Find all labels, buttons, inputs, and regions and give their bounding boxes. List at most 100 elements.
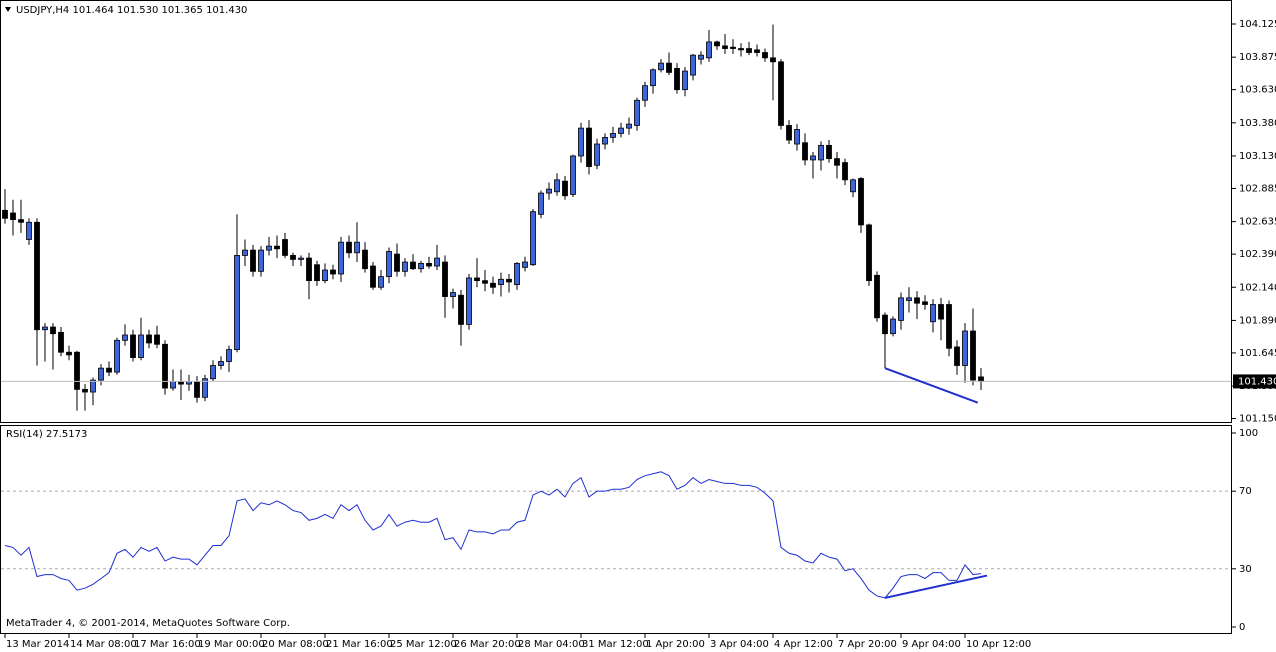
y-tick-label: 102.635 [1239,217,1276,228]
candle-body [154,334,160,345]
rsi-panel [0,425,1232,634]
candle-body [962,330,968,366]
candle-body [738,48,744,51]
y-tick-label: 100 [1239,428,1258,439]
candle-body [282,239,288,256]
candle-body [682,70,688,91]
candle-body [810,155,816,161]
x-tick-label: 20 Mar 08:00 [262,639,329,650]
current-price-label: 101.430 [1238,376,1276,387]
candle-body [386,251,392,278]
candle-body [50,326,56,335]
trend-line [884,367,979,404]
candle-body [354,241,360,254]
candle-body [914,297,920,304]
x-tick-label: 17 Mar 16:00 [134,639,201,650]
candle-body [2,209,8,219]
candle-body [722,45,728,49]
candle-body [402,261,408,272]
candle-body [490,282,496,288]
candle-body [746,48,752,53]
candle-body [466,277,472,325]
candle-body [226,349,232,362]
candle-body [874,274,880,319]
rsi-line [4,471,982,599]
y-tick-label: 102.885 [1239,183,1276,194]
candle-body [754,49,760,53]
x-tick-label: 3 Apr 04:00 [710,639,769,650]
candle-body [458,294,464,325]
x-tick-label: 10 Apr 12:00 [966,639,1031,650]
candle-body [522,261,528,268]
candle-body [946,304,952,349]
candle-body [258,249,264,272]
candle-body [34,221,40,331]
candle-body [578,127,584,157]
candle-body [978,376,984,382]
candle-body [850,179,856,193]
y-tick-label: 103.630 [1239,85,1276,96]
candle-body [58,331,64,353]
y-tick-label: 102.140 [1239,282,1276,293]
candle-body [674,68,680,91]
candle-body [882,314,888,335]
x-tick-label: 4 Apr 12:00 [774,639,833,650]
y-tick-label: 30 [1239,564,1252,575]
candle-body [122,334,128,341]
candle-body [82,388,88,393]
candle-body [330,269,336,275]
candle-body [394,253,400,272]
candle-body [298,257,304,260]
candle-body [938,304,944,320]
y-tick-label: 104.125 [1239,19,1276,30]
x-tick-label: 31 Mar 12:00 [582,639,649,650]
candle-body [346,241,352,254]
candle-body [954,346,960,366]
candle-body [634,99,640,126]
candle-body [218,361,224,366]
candle-body [506,278,512,283]
candle-body [802,142,808,161]
candle-body [202,378,208,398]
candle-body [554,179,560,193]
candle-body [586,127,592,167]
candle-body [426,262,432,267]
candle-body [10,212,16,221]
candle-body [906,297,912,301]
candle-body [714,41,720,47]
y-tick-label: 70 [1239,486,1252,497]
candle-body [826,144,832,160]
candle-body [210,365,216,380]
candle-body [834,158,840,166]
candle-body [306,257,312,282]
candle-body [794,129,800,145]
candle-body [146,334,152,344]
candle-body [74,351,80,390]
x-tick-label: 25 Mar 12:00 [390,639,457,650]
x-tick-label: 13 Mar 2014 [6,639,69,650]
candle-body [242,249,248,256]
copyright: MetaTrader 4, © 2001-2014, MetaQuotes So… [6,618,290,629]
candle-body [266,245,272,251]
candle-body [170,381,176,389]
y-tick-label: 101.150 [1239,414,1276,425]
candle-body [858,178,864,226]
candle-body [546,188,552,194]
candle-body [562,180,568,197]
candle-body [450,292,456,297]
candle-body [234,255,240,350]
candle-body [274,245,280,250]
candle-body [314,264,320,282]
candle-body [786,125,792,141]
x-tick-label: 26 Mar 20:00 [454,639,521,650]
candle-body [618,127,624,134]
y-tick-label: 0 [1239,622,1245,633]
candle-body [730,46,736,49]
candle-body [866,224,872,282]
y-tick-label: 101.890 [1239,315,1276,326]
candle-body [194,381,200,398]
y-tick-label: 101.645 [1239,348,1276,359]
candle-body [90,379,96,393]
y-tick-label: 103.380 [1239,118,1276,129]
